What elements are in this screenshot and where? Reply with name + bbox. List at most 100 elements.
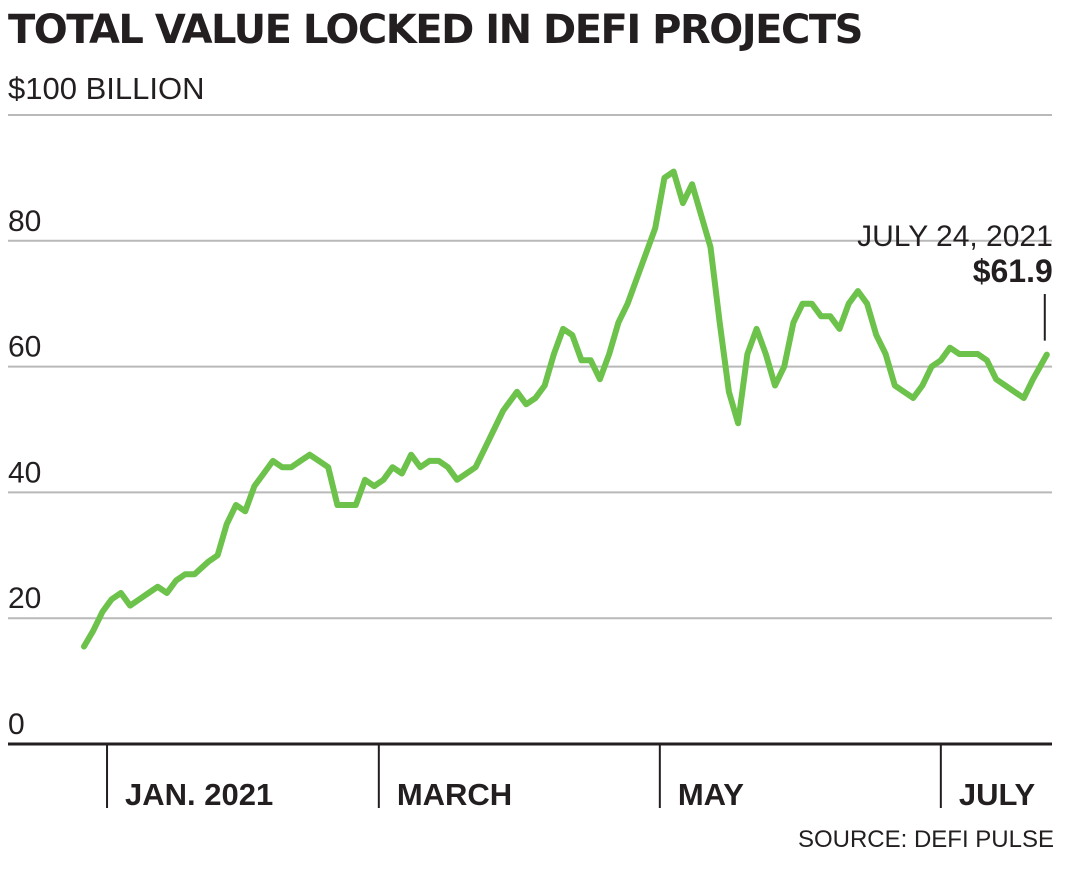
data-point: [737, 422, 739, 425]
data-point: [580, 359, 583, 362]
data-point: [493, 428, 495, 431]
data-point: [484, 447, 486, 450]
data-point: [355, 504, 357, 506]
data-point: [147, 592, 150, 594]
data-point: [728, 391, 730, 393]
data-point: [193, 573, 196, 575]
data-point: [949, 346, 951, 349]
data-point: [474, 466, 477, 469]
data-point: [272, 460, 274, 462]
data-point: [930, 365, 933, 368]
y-tick-label: 60: [8, 331, 41, 364]
data-point: [1004, 384, 1007, 387]
data-point: [894, 384, 896, 387]
data-point: [253, 485, 256, 487]
data-point: [663, 177, 666, 179]
data-point: [83, 645, 85, 648]
data-point: [428, 460, 431, 462]
latest-value-annotation: JULY 24, 2021$61.9: [857, 220, 1053, 341]
data-point: [410, 453, 412, 456]
data-point: [636, 277, 638, 280]
data-point: [847, 302, 850, 305]
x-tick-label: JAN. 2021: [125, 777, 273, 812]
y-tick-label: 40: [8, 456, 41, 489]
data-point: [617, 321, 620, 324]
data-point: [290, 466, 293, 469]
annotation-value: $61.9: [973, 253, 1053, 289]
data-point: [986, 359, 988, 362]
data-point: [281, 466, 283, 469]
data-point: [672, 170, 675, 173]
series-line: [81, 168, 1050, 650]
data-point: [156, 586, 159, 588]
x-tick-label: MAY: [678, 777, 744, 812]
data-point: [543, 384, 546, 387]
data-point: [336, 504, 339, 506]
data-point: [502, 409, 505, 412]
data-point: [884, 353, 887, 355]
data-point: [244, 510, 246, 513]
data-point: [391, 466, 394, 469]
source-note: SOURCE: DEFI PULSE: [797, 826, 1054, 853]
data-point: [318, 460, 320, 462]
data-point: [857, 290, 859, 292]
data-point: [700, 214, 703, 217]
data-point: [456, 479, 458, 481]
data-point: [1023, 397, 1025, 399]
data-point: [447, 466, 449, 469]
data-point: [1013, 391, 1016, 393]
data-point: [599, 378, 601, 381]
data-point: [465, 472, 468, 475]
data-point: [903, 391, 905, 393]
series-group: [81, 168, 1050, 650]
y-axis-tick-labels: 0 20 40 60 80: [8, 205, 41, 741]
data-point: [345, 504, 348, 506]
x-axis: JAN. 2021 MARCH MAY JULY: [8, 742, 1052, 812]
data-point: [682, 202, 684, 204]
data-point: [691, 183, 693, 185]
data-point: [866, 302, 868, 305]
data-point: [608, 353, 610, 355]
data-point: [401, 472, 403, 475]
data-point: [774, 384, 776, 387]
data-point: [525, 403, 527, 406]
data-point: [921, 384, 924, 387]
data-point: [138, 598, 141, 601]
data-point: [589, 359, 592, 362]
data-point: [976, 353, 979, 355]
y-unit-label: $100 BILLION: [8, 71, 205, 106]
data-point: [207, 560, 210, 563]
data-point: [262, 472, 265, 475]
data-point: [166, 592, 168, 594]
data-point: [437, 460, 440, 462]
data-point: [838, 328, 841, 330]
data-point: [645, 252, 647, 255]
chart-title: TOTAL VALUE LOCKED IN DEFI PROJECTS: [8, 7, 863, 53]
data-point: [783, 365, 785, 368]
data-point: [792, 321, 795, 324]
data-point: [327, 466, 330, 469]
data-point: [829, 315, 832, 318]
data-point: [92, 630, 94, 632]
data-point: [958, 353, 961, 355]
data-point: [1032, 378, 1034, 381]
data-point: [765, 353, 767, 355]
data-point: [184, 573, 187, 575]
y-tick-label: 80: [8, 205, 41, 238]
data-point: [175, 579, 177, 582]
data-point: [626, 302, 629, 305]
data-point: [654, 227, 656, 229]
data-point: [308, 453, 311, 456]
data-point: [364, 479, 366, 481]
data-point: [940, 359, 942, 362]
data-point: [235, 504, 237, 506]
data-point: [709, 246, 712, 248]
data-point: [553, 353, 555, 355]
annotation-date: JULY 24, 2021: [857, 220, 1053, 253]
data-point: [1046, 353, 1048, 356]
data-point: [110, 598, 113, 601]
data-point: [912, 397, 914, 399]
data-point: [120, 592, 122, 594]
data-point: [516, 391, 518, 393]
